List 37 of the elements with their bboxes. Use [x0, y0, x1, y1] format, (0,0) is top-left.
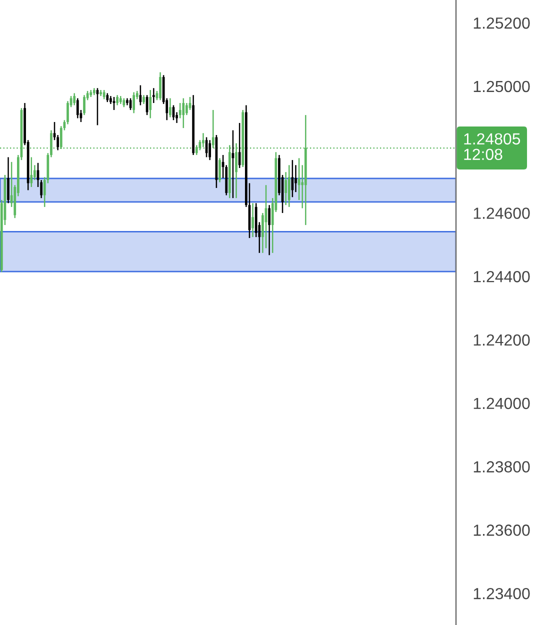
candlestick: [7, 156, 10, 204]
candlestick: [238, 122, 241, 169]
candlestick: [168, 98, 172, 118]
candlestick: [208, 139, 212, 161]
candlestick: [291, 159, 294, 198]
y-tick-label: 1.23800: [474, 461, 530, 472]
y-tick-label: 1.24600: [474, 208, 530, 219]
candlestick: [218, 158, 221, 183]
candlestick: [76, 98, 79, 119]
ref-line-label: 1.24805 12:08: [464, 133, 520, 160]
candlestick: [83, 94, 86, 116]
candlestick: [159, 72, 162, 101]
candlestick: [288, 164, 290, 208]
candlestick: [116, 94, 118, 106]
candlestick: [102, 89, 106, 100]
y-tick-label: 1.25200: [474, 17, 530, 29]
y-tick-label: 1.23400: [474, 588, 530, 600]
candlestick: [212, 109, 214, 149]
candlestick: [139, 84, 142, 106]
candlestick: [152, 87, 155, 104]
candlestick: [268, 204, 270, 256]
y-tick-label: 1.23600: [474, 524, 530, 536]
candlestick: [284, 171, 288, 206]
candlestick: [202, 132, 204, 148]
y-tick-label: 1.25000: [474, 80, 530, 92]
candlestick: [149, 89, 152, 119]
candlestick: [252, 202, 254, 238]
candlestick: [30, 156, 33, 188]
candlestick: [132, 92, 136, 114]
y-tick-label: 1.24000: [474, 398, 530, 410]
candlestick: [73, 92, 76, 106]
candlestick: [294, 164, 297, 193]
candlestick: [235, 142, 238, 199]
y-tick-label: 1.24400: [474, 271, 530, 282]
candlestick: [178, 102, 182, 119]
candlestick: [182, 98, 185, 129]
y-tick-label: 1.24200: [474, 334, 530, 346]
